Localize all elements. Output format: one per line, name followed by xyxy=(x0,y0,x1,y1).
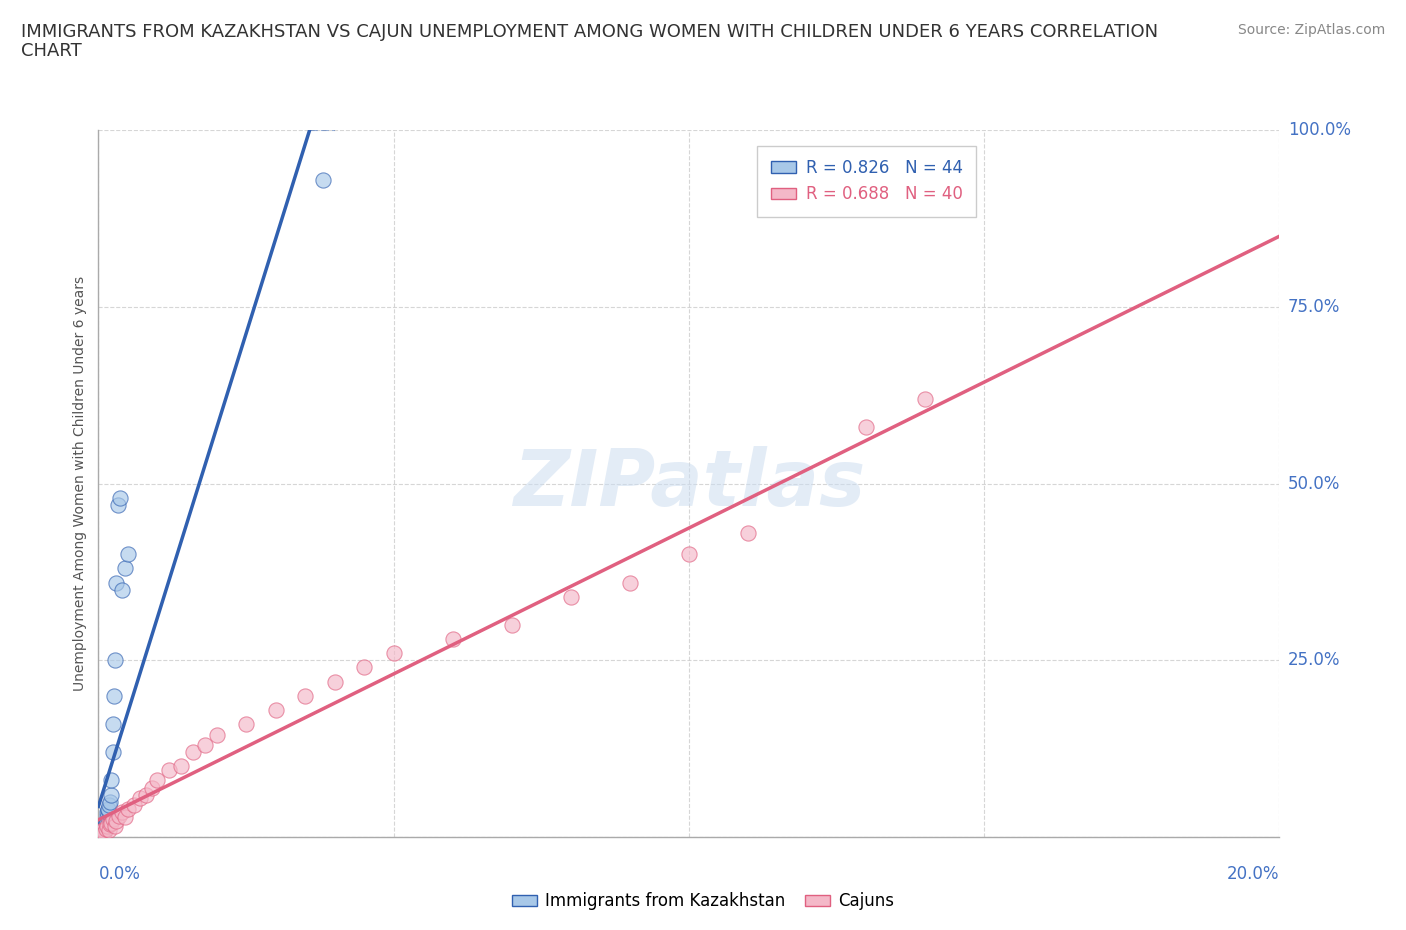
Point xyxy=(111,804,134,819)
Point xyxy=(97,802,120,817)
Text: 0.0%: 0.0% xyxy=(98,865,141,883)
Point xyxy=(90,824,112,839)
Point xyxy=(100,787,122,802)
Text: 25.0%: 25.0% xyxy=(1288,651,1340,670)
Point xyxy=(117,802,139,817)
Point xyxy=(90,824,112,839)
Point xyxy=(103,716,125,731)
Point xyxy=(194,737,217,752)
Text: CHART: CHART xyxy=(21,42,82,60)
Point xyxy=(855,419,877,434)
Point xyxy=(737,525,759,540)
Point xyxy=(323,674,346,689)
Point xyxy=(89,825,111,840)
Point xyxy=(157,763,180,777)
Point xyxy=(89,825,111,840)
Point xyxy=(94,819,117,834)
Point xyxy=(382,645,405,660)
Legend: Immigrants from Kazakhstan, Cajuns: Immigrants from Kazakhstan, Cajuns xyxy=(505,885,901,917)
Point xyxy=(105,814,128,829)
Y-axis label: Unemployment Among Women with Children Under 6 years: Unemployment Among Women with Children U… xyxy=(73,276,87,691)
Point xyxy=(294,688,316,703)
Point xyxy=(117,547,139,562)
Text: IMMIGRANTS FROM KAZAKHSTAN VS CAJUN UNEMPLOYMENT AMONG WOMEN WITH CHILDREN UNDER: IMMIGRANTS FROM KAZAKHSTAN VS CAJUN UNEM… xyxy=(21,23,1159,41)
Point xyxy=(94,816,117,830)
Point xyxy=(128,790,150,805)
Text: ZIPatlas: ZIPatlas xyxy=(513,445,865,522)
Point xyxy=(91,825,114,840)
Point xyxy=(96,808,118,823)
Text: 75.0%: 75.0% xyxy=(1288,298,1340,316)
Point xyxy=(91,822,114,837)
Point xyxy=(96,819,118,834)
Point xyxy=(312,172,335,187)
Point xyxy=(141,780,163,795)
Point xyxy=(94,821,117,836)
Point xyxy=(100,773,122,788)
Point xyxy=(181,745,204,760)
Point xyxy=(89,826,111,841)
Point xyxy=(91,822,114,837)
Point xyxy=(93,822,115,837)
Point xyxy=(93,820,115,835)
Point xyxy=(114,561,136,576)
Point xyxy=(97,803,120,817)
Point xyxy=(100,816,122,830)
Point xyxy=(114,810,136,825)
Point xyxy=(98,798,121,813)
Point xyxy=(108,490,131,505)
Point xyxy=(91,824,114,839)
Point xyxy=(619,575,641,590)
Point xyxy=(98,822,121,837)
Point xyxy=(104,653,127,668)
Text: Source: ZipAtlas.com: Source: ZipAtlas.com xyxy=(1237,23,1385,37)
Point xyxy=(98,817,121,831)
Point xyxy=(170,759,193,774)
Point xyxy=(91,821,114,836)
Point xyxy=(94,821,117,836)
Point xyxy=(103,688,125,703)
Point xyxy=(205,727,228,742)
Point xyxy=(105,575,128,590)
Point xyxy=(90,825,112,840)
Point xyxy=(107,498,129,512)
Point xyxy=(441,631,464,646)
Point xyxy=(560,590,582,604)
Text: 20.0%: 20.0% xyxy=(1227,865,1279,883)
Point xyxy=(101,745,124,760)
Point xyxy=(94,817,117,831)
Point xyxy=(93,819,115,834)
Point xyxy=(90,824,112,839)
Point xyxy=(96,804,118,819)
Point xyxy=(104,819,127,834)
Point xyxy=(91,823,114,838)
Point xyxy=(264,702,287,717)
Text: 50.0%: 50.0% xyxy=(1288,474,1340,493)
Point xyxy=(90,826,112,841)
Point xyxy=(122,798,145,813)
Point xyxy=(93,825,115,840)
Text: 100.0%: 100.0% xyxy=(1288,121,1351,140)
Point xyxy=(108,808,131,823)
Point xyxy=(96,814,118,829)
Point xyxy=(353,660,375,675)
Point xyxy=(111,582,134,597)
Legend: R = 0.826   N = 44, R = 0.688   N = 40: R = 0.826 N = 44, R = 0.688 N = 40 xyxy=(758,146,976,217)
Point xyxy=(914,392,936,406)
Point xyxy=(94,819,117,834)
Point xyxy=(135,787,157,802)
Point xyxy=(89,826,111,841)
Point xyxy=(146,773,169,788)
Point xyxy=(103,812,125,827)
Point xyxy=(235,716,257,731)
Point xyxy=(93,823,115,838)
Point xyxy=(93,822,115,837)
Point xyxy=(98,794,121,809)
Point xyxy=(678,547,700,562)
Point xyxy=(94,818,117,833)
Point xyxy=(501,618,523,632)
Point xyxy=(91,825,114,840)
